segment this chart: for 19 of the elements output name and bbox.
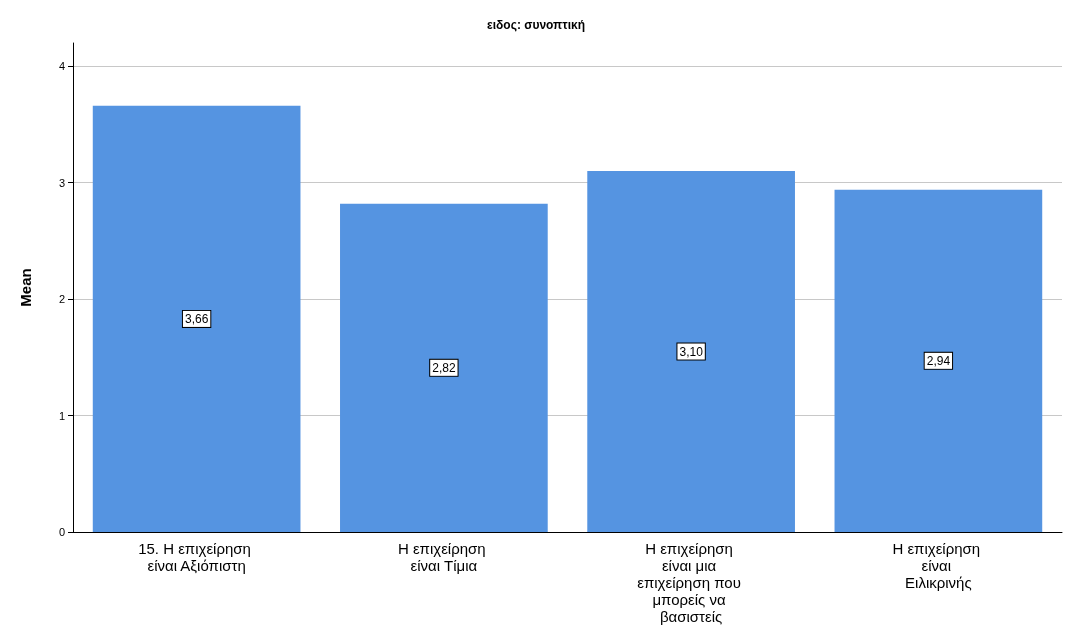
bar: [340, 203, 548, 532]
y-axis-title: Mean: [17, 268, 34, 307]
y-tick-label: 2: [58, 293, 65, 306]
x-tick-label: Η επιχείρηση είναι μια επιχείρηση που μπορείς να βασιστείς: [637, 540, 746, 625]
y-tick-label: 1: [58, 409, 65, 422]
data-label: 3,10: [679, 344, 704, 359]
y-tick-label: 0: [58, 526, 65, 538]
x-tick-label: Η επιχείρηση είναι Ειλικρινής: [892, 540, 985, 591]
chart-title: ειδος: συνοπτική: [487, 18, 585, 32]
bar: [834, 189, 1043, 532]
x-tick-label: 15. Η επιχείρηση είναι Αξιόπιστη: [138, 540, 256, 574]
y-tick-label: 3: [58, 176, 65, 189]
x-tick-label: Η επιχείρηση είναι Τίμια: [397, 540, 490, 574]
bar: [92, 105, 301, 532]
data-label: 3,66: [184, 311, 209, 326]
y-tick-label: 4: [58, 60, 65, 73]
data-label: 2,94: [926, 353, 951, 368]
bar: [587, 171, 795, 532]
data-label: 2,82: [432, 360, 456, 375]
